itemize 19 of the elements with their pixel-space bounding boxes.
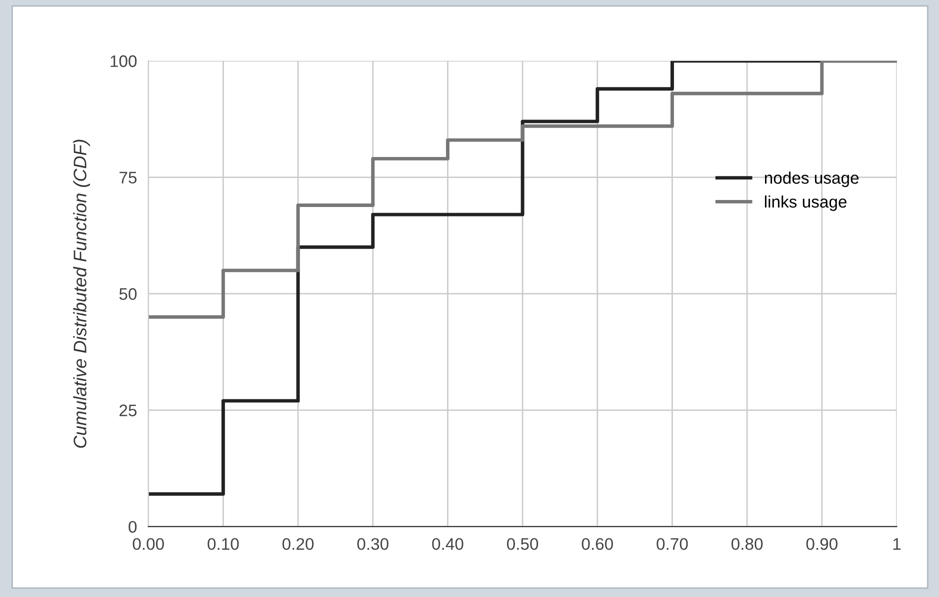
x-tick-label: 0.90 <box>806 538 838 550</box>
legend-label: nodes usage <box>764 172 859 188</box>
x-tick-label: 0.30 <box>357 538 388 550</box>
y-tick-label: 0 <box>128 520 137 533</box>
y-tick-label: 100 <box>110 55 137 68</box>
x-tick-label: 0.70 <box>656 538 688 550</box>
y-tick-label: 25 <box>120 404 137 416</box>
legend-label: links usage <box>764 195 846 211</box>
x-tick-label: 1 <box>893 538 901 550</box>
y-axis-title: Cumulative Distributed Function (CDF) <box>73 140 90 448</box>
y-tick-label: 50 <box>119 288 137 300</box>
x-tick-label: 0.50 <box>506 538 538 550</box>
x-tick-label: 0.60 <box>582 538 613 550</box>
x-tick-label: 0.00 <box>132 538 164 550</box>
x-tick-label: 0.10 <box>208 538 239 550</box>
x-tick-label: 0.80 <box>732 538 763 550</box>
x-tick-label: 0.40 <box>432 538 464 550</box>
x-tick-label: 0.20 <box>282 538 314 550</box>
y-tick-label: 75 <box>120 172 137 184</box>
